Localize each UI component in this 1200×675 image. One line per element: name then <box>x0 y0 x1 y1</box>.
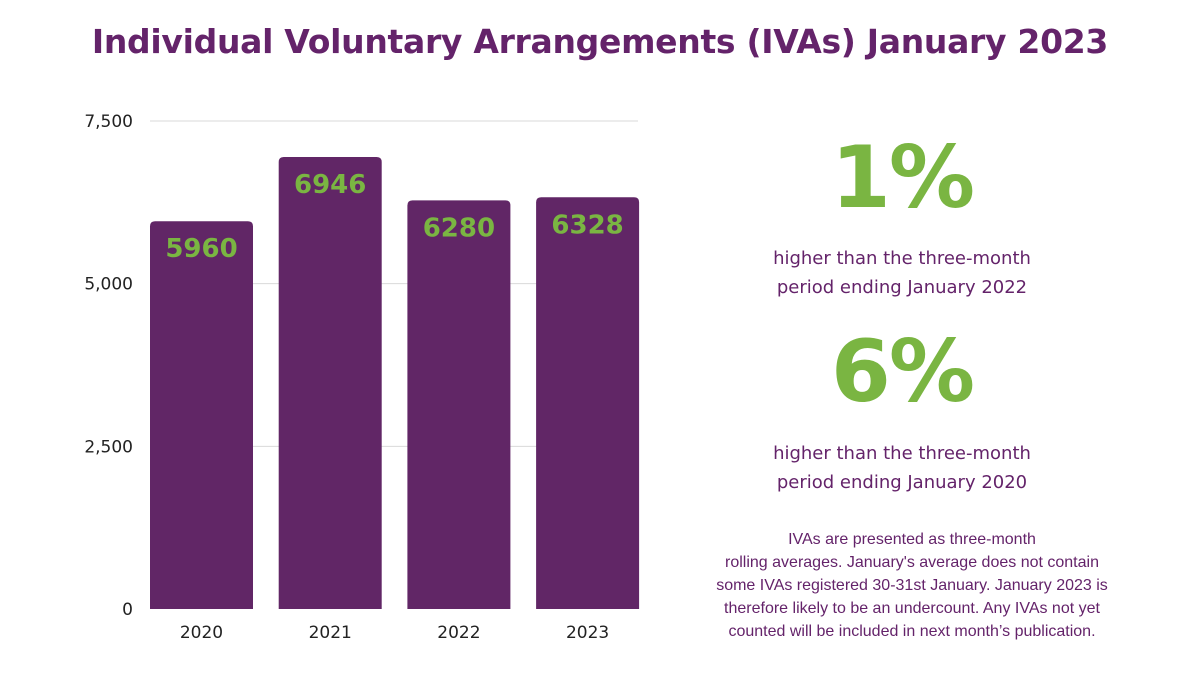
y-tick-label: 2,500 <box>84 437 133 457</box>
chart-title: Individual Voluntary Arrangements (IVAs)… <box>91 22 1109 61</box>
footnote-line-4: therefore likely to be an undercount. An… <box>724 600 1100 617</box>
y-tick-label: 5,000 <box>84 275 133 295</box>
bar <box>150 221 253 609</box>
stat-desc-2-line-2: period ending January 2020 <box>776 472 1028 493</box>
x-tick-label: 2022 <box>437 623 480 643</box>
footnote-line-3: some IVAs registered 30-31st January. Ja… <box>716 577 1108 594</box>
y-axis-ticks: 0 2,500 5,000 7,500 <box>84 112 133 620</box>
bar <box>536 197 640 610</box>
x-axis-ticks: 2020 2021 2022 2023 <box>180 623 609 643</box>
bar-value-label: 6328 <box>551 210 623 240</box>
bar-value-label: 5960 <box>165 234 237 264</box>
bar-value-label: 6946 <box>294 170 366 200</box>
stat-desc-1: higher than the three-month period endin… <box>742 244 1062 302</box>
y-tick-label: 0 <box>122 600 133 620</box>
footnote-line-1: IVAs are presented as three-month <box>788 531 1036 548</box>
bar-value-label: 6280 <box>423 213 495 243</box>
x-tick-label: 2020 <box>180 623 223 643</box>
stat-desc-2: higher than the three-month period endin… <box>742 439 1062 497</box>
bar <box>278 157 382 609</box>
stat-desc-2-line-1: higher than the three-month <box>773 443 1031 464</box>
x-tick-label: 2023 <box>566 623 609 643</box>
bar <box>407 200 511 609</box>
bars <box>150 157 640 610</box>
stat-value-1: 1% <box>830 128 975 228</box>
footnote: IVAs are presented as three-month rollin… <box>682 528 1142 643</box>
stat-desc-1-line-2: period ending January 2022 <box>776 277 1028 298</box>
footnote-line-5: counted will be included in next month’s… <box>728 623 1096 640</box>
stat-desc-1-line-1: higher than the three-month <box>773 248 1031 269</box>
bar-value-labels: 5960 6946 6280 6328 <box>165 170 623 264</box>
x-tick-label: 2021 <box>309 623 352 643</box>
y-tick-label: 7,500 <box>84 112 133 132</box>
footnote-line-2: rolling averages. January's average does… <box>725 554 1099 571</box>
stat-value-2: 6% <box>830 322 975 422</box>
